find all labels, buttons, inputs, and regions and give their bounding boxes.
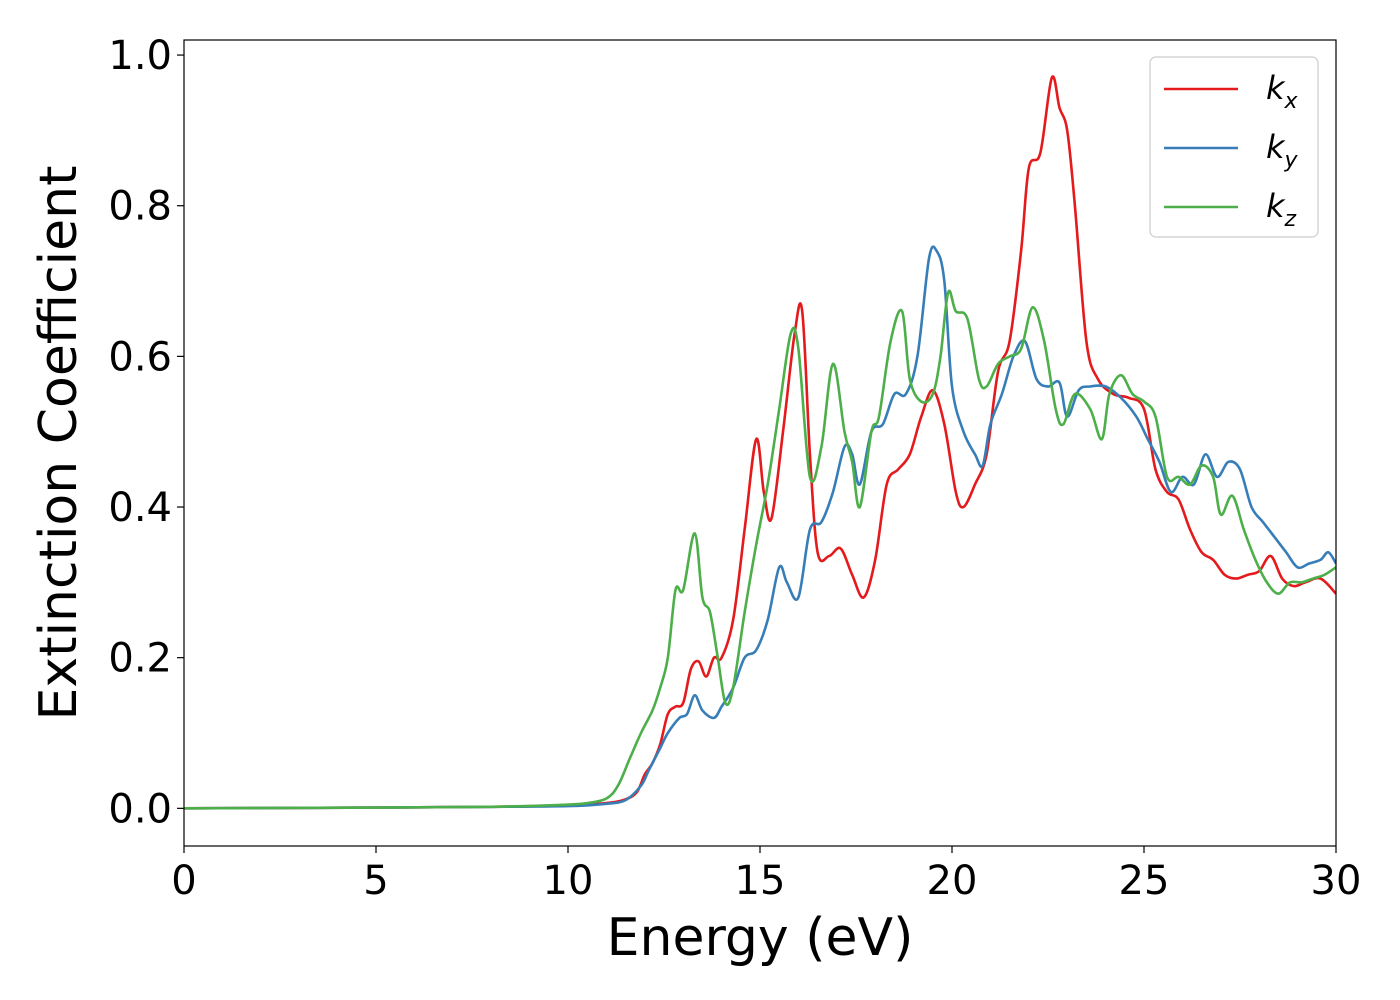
y-axis: 0.0 0.2 0.4 0.6 0.8 1.0 (108, 33, 184, 832)
legend-label-main: k (1266, 187, 1286, 225)
x-axis-title: Energy (eV) (607, 908, 914, 968)
legend-label-subscript: x (1284, 89, 1299, 114)
legend-label-main: k (1266, 128, 1286, 166)
legend-label-ky: ky (1266, 128, 1299, 173)
series-line-kz (184, 289, 1336, 810)
x-tick-label: 0 (171, 858, 196, 904)
series-layer (184, 75, 1336, 810)
legend-label-main: k (1266, 69, 1286, 107)
x-tick-label: 10 (543, 858, 594, 904)
legend-label-kx: kx (1266, 69, 1299, 114)
x-tick-label: 25 (1119, 858, 1170, 904)
legend-label-subscript: y (1284, 148, 1299, 173)
x-tick-label: 30 (1311, 858, 1362, 904)
x-tick-label: 5 (363, 858, 388, 904)
y-tick-label: 0.4 (108, 485, 172, 531)
x-tick-label: 20 (927, 858, 978, 904)
y-axis-title: Extinction Coefficient (29, 166, 89, 721)
y-tick-label: 0.8 (108, 184, 172, 230)
x-axis: 0 5 10 15 20 25 30 (171, 846, 1361, 904)
y-tick-label: 0.6 (108, 334, 172, 380)
legend-label-subscript: z (1284, 207, 1297, 232)
y-tick-label: 0.2 (108, 636, 172, 682)
y-tick-label: 0.0 (108, 786, 172, 832)
series-line-ky (184, 245, 1336, 810)
series-line-kx (184, 75, 1336, 810)
y-tick-label: 1.0 (108, 33, 172, 79)
legend-label-kz: kz (1266, 187, 1297, 232)
x-tick-label: 15 (735, 858, 786, 904)
